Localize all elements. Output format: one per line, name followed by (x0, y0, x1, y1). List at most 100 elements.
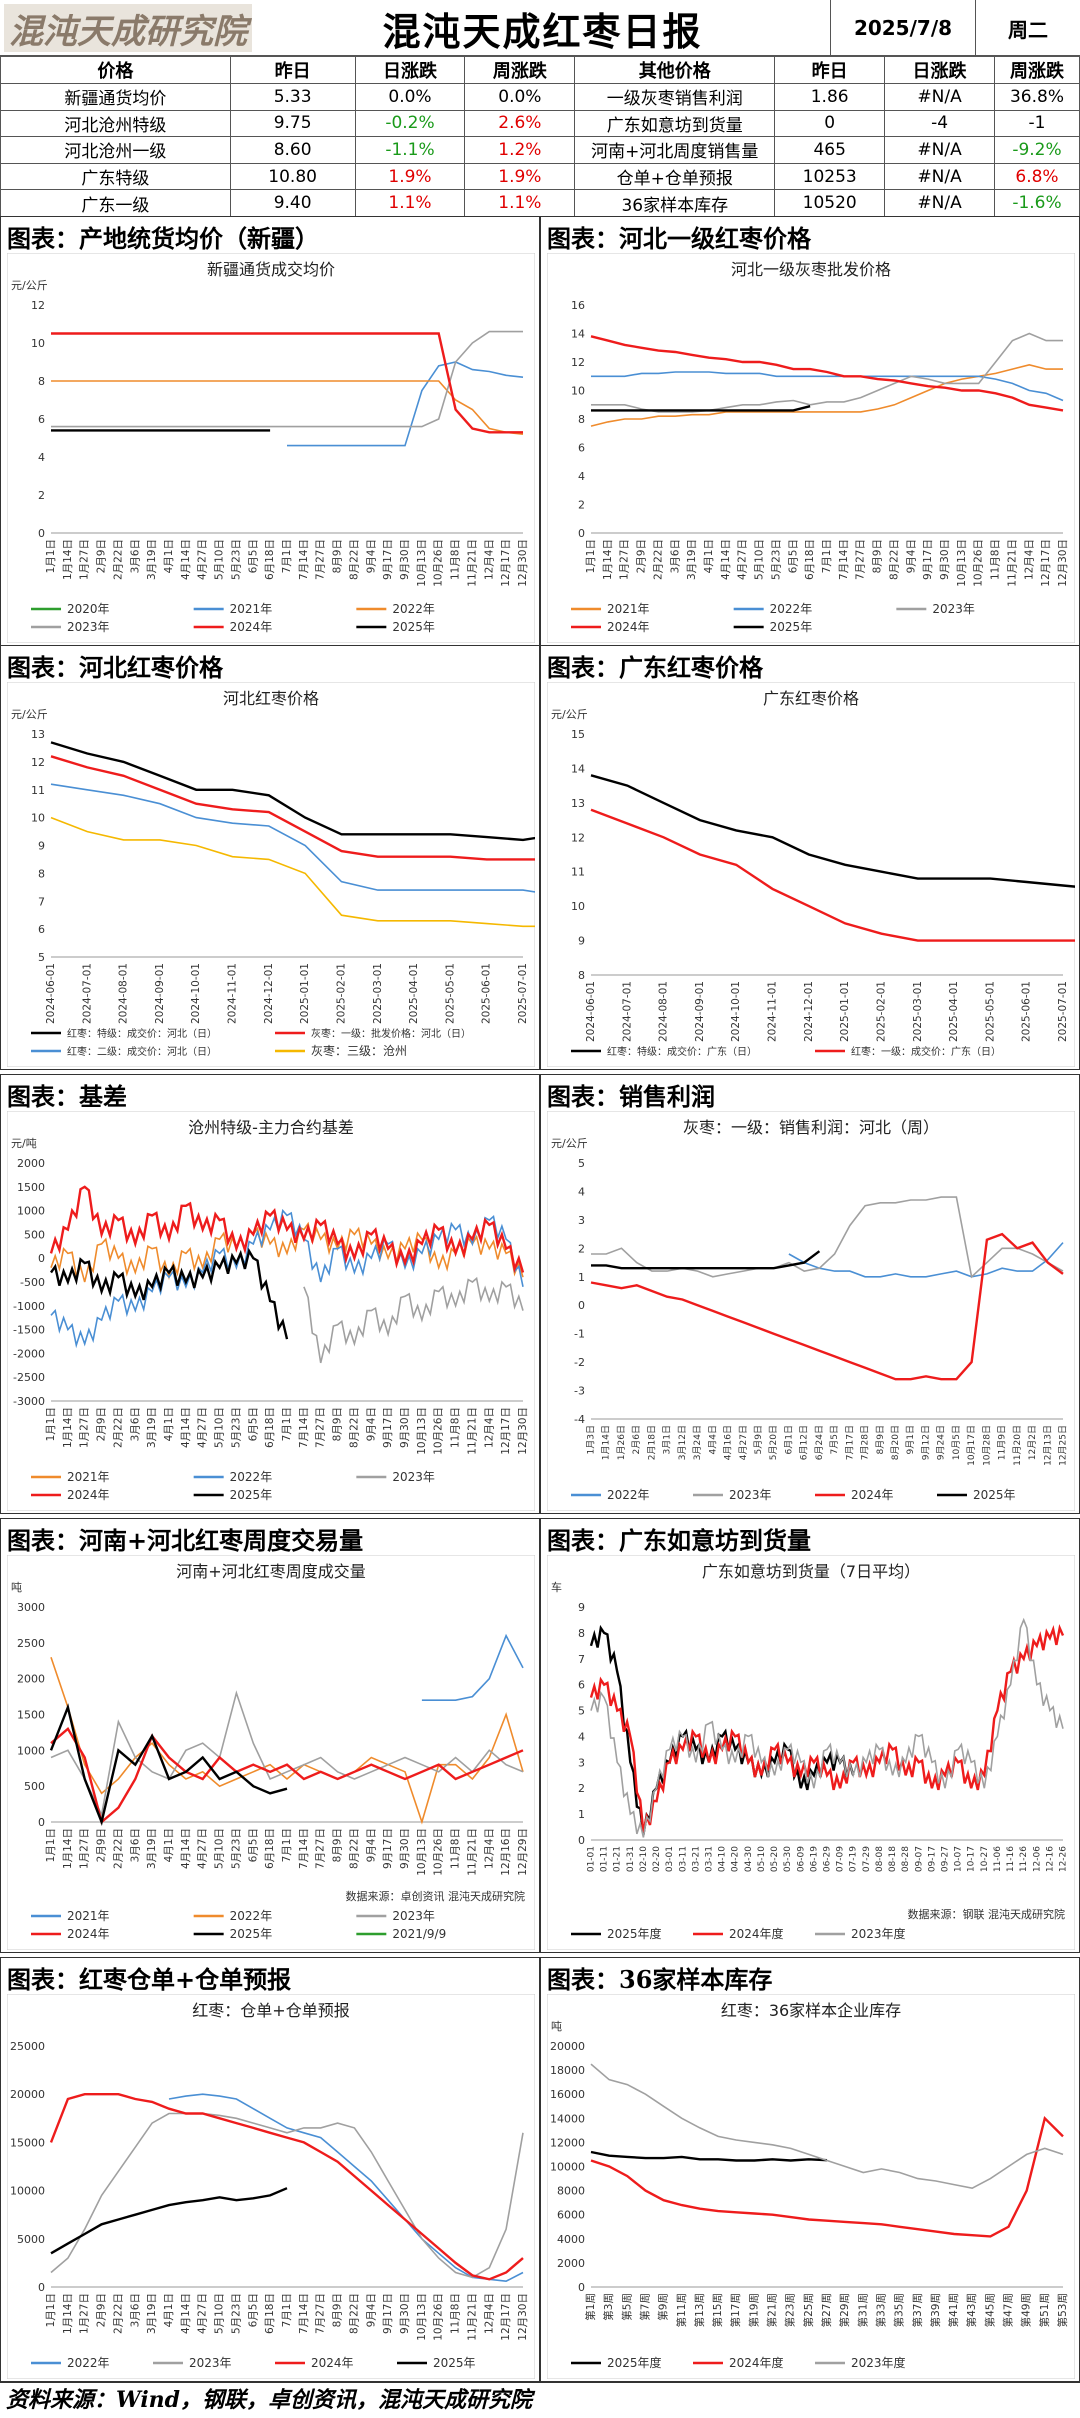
x-tick-label: 09-07 (914, 1846, 924, 1872)
x-tick-label: 6月5日 (787, 539, 799, 573)
x-tick-label: 2024-11-01 (767, 981, 779, 1042)
y-tick-label: -2500 (13, 1371, 45, 1384)
x-tick-label: 3月19日 (146, 2293, 158, 2334)
x-tick-label: 03-11 (678, 1846, 688, 1872)
x-tick-label: 6月18日 (264, 2293, 276, 2334)
x-tick-label: 1月1日 (585, 539, 597, 573)
x-tick-label: 5月23日 (770, 539, 782, 580)
y-tick-label: 0 (578, 2281, 585, 2294)
x-tick-label: 4月14日 (180, 539, 192, 580)
table-cell: 仓单+仓单预报 (574, 162, 776, 191)
x-tick-label: 7月14日 (298, 1828, 310, 1869)
x-tick-label: 12-16 (1045, 1846, 1055, 1872)
x-tick-label: 8月9日 (332, 539, 344, 573)
x-tick-label: 第11周 (675, 2293, 688, 2327)
y-tick-label: 3000 (17, 1601, 45, 1614)
table-cell: 河北沧州特级 (0, 109, 231, 138)
x-tick-label: 06-09 (796, 1846, 806, 1872)
table-cell: -9.2% (993, 136, 1080, 164)
x-tick-label: 2025-04-01 (948, 981, 960, 1042)
x-tick-label: 7月1日 (281, 1407, 293, 1441)
x-tick-label: 05-20 (770, 1846, 780, 1872)
y-tick-label: 1000 (17, 1744, 45, 1757)
x-tick-label: 06-29 (823, 1846, 833, 1872)
x-tick-label: 10月13日 (956, 539, 968, 587)
y-axis-label: 元/公斤 (11, 708, 48, 721)
y-tick-label: 12 (31, 756, 45, 769)
x-tick-label: 5月10日 (214, 2293, 226, 2334)
x-tick-label: 2024-07-01 (81, 963, 93, 1024)
x-tick-label: 2月22日 (112, 2293, 124, 2334)
x-tick-label: 07-09 (836, 1846, 846, 1872)
y-tick-label: -1 (574, 1328, 585, 1341)
x-tick-label: 7月14日 (298, 1407, 310, 1448)
x-tick-label: 12-26 (1059, 1846, 1069, 1872)
x-tick-label: 11月20日 (1012, 1425, 1023, 1466)
report-weekday: 周二 (975, 0, 1080, 56)
legend-label: 2022年 (230, 1909, 273, 1923)
x-tick-label: 第15周 (711, 2293, 724, 2327)
x-tick-label: 8月9日 (332, 2293, 344, 2327)
table-cell: 广东如意坊到货量 (574, 109, 776, 138)
table-cell: -1 (993, 109, 1080, 138)
x-tick-label: 第33周 (874, 2293, 887, 2327)
x-tick-label: 1月14日 (62, 1407, 74, 1448)
legend-label: 2023年度 (851, 2355, 906, 2370)
series-line (421, 1633, 524, 1701)
x-tick-label: 2025-03-01 (912, 981, 924, 1042)
x-tick-label: 02-20 (652, 1846, 662, 1872)
legend-label: 2021年 (67, 1909, 110, 1923)
x-tick-label: 1月14日 (602, 539, 614, 580)
x-tick-label: 12月30日 (517, 2293, 529, 2341)
x-tick-label: 10月13日 (416, 539, 428, 587)
x-tick-label: 2024-12-01 (263, 963, 275, 1024)
x-tick-label: 8月9日 (332, 1407, 344, 1441)
x-tick-label: 4月14日 (720, 539, 732, 580)
y-tick-label: 8 (578, 413, 585, 426)
table-cell: -0.2% (354, 109, 466, 138)
x-tick-label: 第39周 (929, 2293, 942, 2327)
y-tick-label: 2 (578, 1782, 585, 1795)
y-tick-label: 4 (578, 470, 585, 483)
table-row: 广东特级 10.80 1.9% 1.9% 仓单+仓单预报 10253 #N/A 6.8% (0, 162, 1080, 191)
series-line (590, 2150, 828, 2162)
x-tick-label: 6月5日 (247, 1407, 259, 1441)
y-tick-label: 20000 (550, 2040, 585, 2053)
x-tick-label: 11月9日 (997, 1425, 1008, 1460)
x-tick-label: 2024-07-01 (621, 981, 633, 1042)
logo: 混沌天成研究院 (4, 4, 252, 52)
x-tick-label: 4月14日 (180, 2293, 192, 2334)
y-tick-label: 0 (38, 1252, 45, 1265)
chart-section: 图表：36家样本库存 红枣：36家样本企业库存吨 0 2000 4000 6000 8000… (540, 1957, 1080, 2382)
y-tick-label: 8 (38, 867, 45, 880)
legend-label: 2024年度 (729, 2355, 784, 2370)
x-tick-label: 1月1日 (45, 1407, 57, 1441)
table-cell: #N/A (884, 162, 995, 191)
y-tick-label: 10 (571, 900, 585, 913)
y-tick-label: 9 (578, 935, 585, 948)
x-tick-label: 11月8日 (450, 1407, 462, 1448)
y-axis-label: 元/公斤 (551, 708, 588, 721)
legend-label: 2023年 (932, 602, 975, 616)
x-tick-label: 7月1日 (821, 539, 833, 573)
table-cell: 广东一级 (0, 189, 231, 217)
legend-label: 2023年 (729, 1488, 772, 1502)
legend-label: 2024年度 (729, 1926, 784, 1941)
series-line (50, 1726, 524, 1825)
x-tick-label: 10月13日 (416, 2293, 428, 2341)
series-line (303, 1276, 524, 1364)
y-tick-label: 20000 (10, 2088, 45, 2101)
table-header: 其他价格 (574, 56, 776, 84)
x-tick-label: 3月19日 (686, 539, 698, 580)
y-tick-label: 2000 (17, 1673, 45, 1686)
x-tick-label: 9月17日 (382, 1407, 394, 1448)
y-tick-label: -4 (574, 1413, 585, 1426)
x-tick-label: 第17周 (729, 2293, 742, 2327)
x-tick-label: 第53周 (1056, 2293, 1069, 2327)
chart-title: 河北一级灰枣批发价格 (731, 260, 891, 279)
x-tick-label: 9月30日 (399, 2293, 411, 2334)
x-tick-label: 第35周 (893, 2293, 906, 2327)
x-tick-label: 9月17日 (382, 539, 394, 580)
y-tick-label: 12 (31, 299, 45, 312)
